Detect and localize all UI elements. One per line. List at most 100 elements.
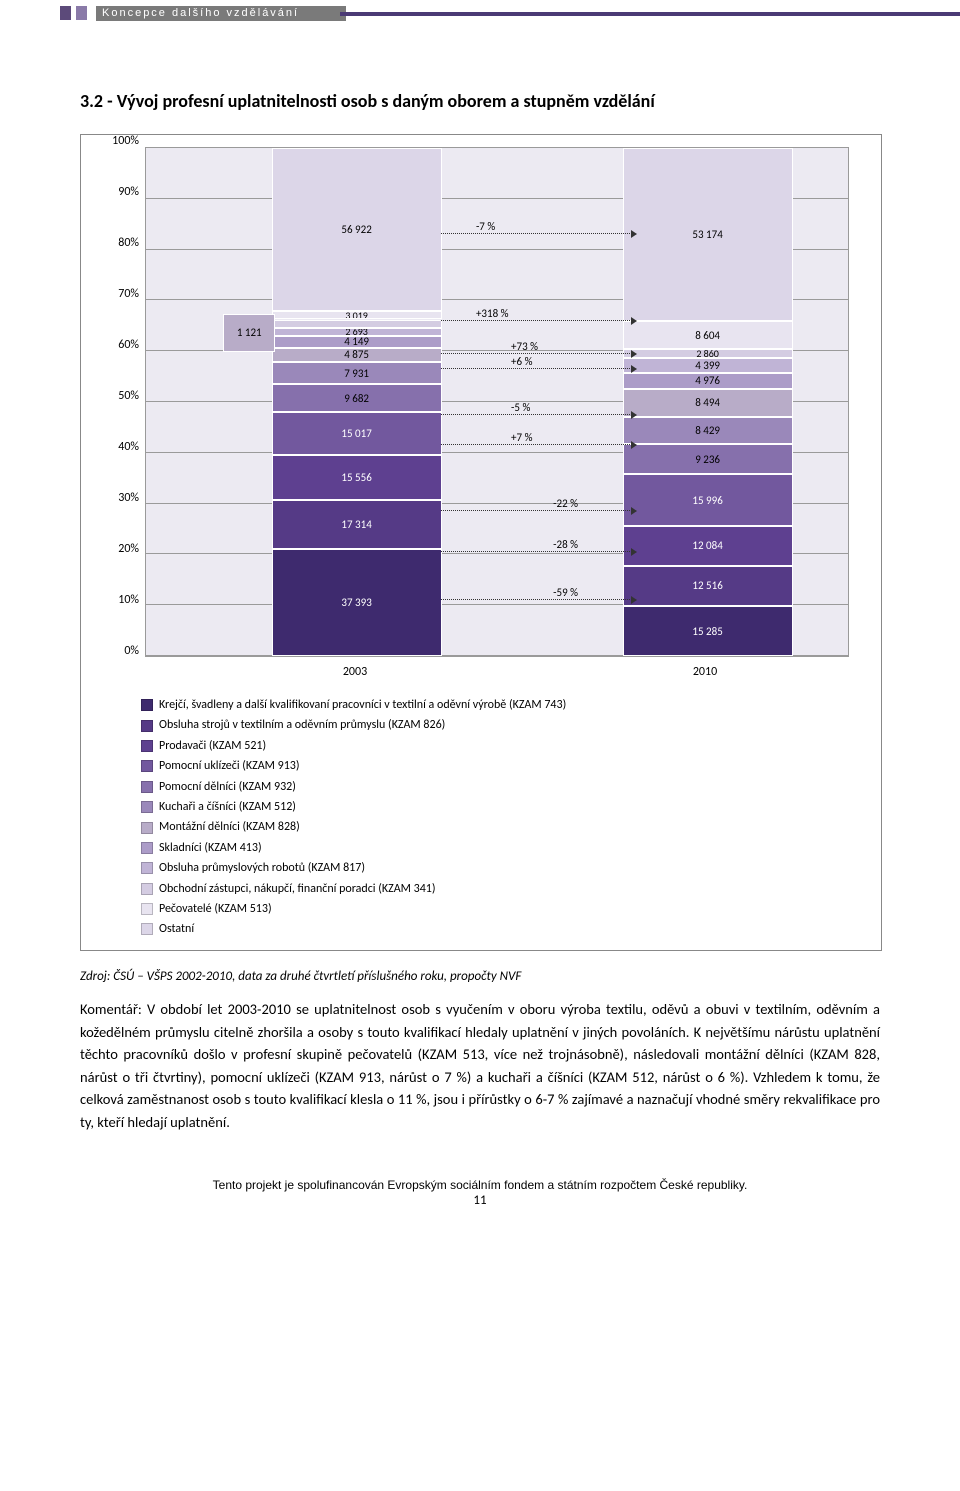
stacked-bar-2010: 15 28512 51612 08415 9969 2368 4298 4944… [623, 148, 793, 656]
flow-line [441, 368, 631, 369]
bar-segment: 37 393 [272, 549, 442, 656]
bar-segment: 4 875 [272, 348, 442, 362]
y-tick-label: 30% [95, 491, 139, 505]
flow-line [441, 320, 631, 321]
bar-segment: 53 174 [623, 148, 793, 321]
legend-swatch [141, 760, 153, 772]
legend-swatch [141, 822, 153, 834]
chart-container: 37 39317 31415 55615 0179 6827 9314 875 4… [80, 134, 882, 951]
flow-pct-label: +7 % [511, 431, 532, 444]
bar-segment: 9 236 [623, 444, 793, 474]
bar-segment: 15 285 [623, 606, 793, 656]
legend-item: Skladníci (KZAM 413) [141, 838, 871, 858]
legend-item: Pomocní uklízeči (KZAM 913) [141, 756, 871, 776]
y-tick-label: 100% [95, 134, 139, 148]
flow-pct-label: -7 % [476, 220, 495, 233]
plot-area: 37 39317 31415 55615 0179 6827 9314 875 4… [145, 147, 849, 657]
legend-label: Obsluha strojů v textilním a oděvním prů… [159, 715, 445, 735]
flow-arrow-icon [631, 507, 637, 515]
header-accent-square-2 [76, 6, 87, 20]
commentary-text: Komentář: V období let 2003-2010 se upla… [80, 998, 880, 1133]
flow-line [441, 233, 631, 234]
legend-item: Obsluha průmyslových robotů (KZAM 817) [141, 858, 871, 878]
legend-item: Obsluha strojů v textilním a oděvním prů… [141, 715, 871, 735]
flow-line [441, 414, 631, 415]
legend-swatch [141, 883, 153, 895]
bar-segment: 4 976 [623, 373, 793, 389]
bar-segment: 8 429 [623, 417, 793, 444]
bar-segment: 15 017 [272, 412, 442, 455]
legend-label: Krejčí, švadleny a další kvalifikovaní p… [159, 695, 566, 715]
y-tick-label: 80% [95, 236, 139, 250]
page-footer: Tento projekt je spolufinancován Evropsk… [0, 1178, 960, 1192]
flow-arrow-icon [631, 350, 637, 358]
bar-segment: 56 922 [272, 148, 442, 311]
bar-segment: 9 682 [272, 384, 442, 412]
legend-item: Pomocní dělníci (KZAM 932) [141, 777, 871, 797]
x-tick-label: 2010 [693, 665, 717, 679]
bar-segment: 17 314 [272, 500, 442, 550]
legend-item: Prodavači (KZAM 521) [141, 736, 871, 756]
legend-swatch [141, 740, 153, 752]
flow-arrow-icon [631, 596, 637, 604]
flow-line [441, 353, 631, 354]
legend-item: Obchodní zástupci, nákupčí, finanční por… [141, 879, 871, 899]
chart-plot: 37 39317 31415 55615 0179 6827 9314 875 4… [95, 147, 855, 687]
flow-line [441, 551, 631, 552]
flow-pct-label: -22 % [553, 497, 578, 510]
legend-label: Pomocní dělníci (KZAM 932) [159, 777, 296, 797]
legend-swatch [141, 903, 153, 915]
flow-pct-label: -59 % [553, 586, 578, 599]
bar-segment: 7 931 [272, 362, 442, 385]
bar-segment: 4 399 [623, 358, 793, 372]
bar-segment: 8 604 [623, 321, 793, 349]
legend-label: Prodavači (KZAM 521) [159, 736, 266, 756]
bar-segment: 3 019 [272, 311, 442, 320]
legend-item: Kuchaři a číšníci (KZAM 512) [141, 797, 871, 817]
x-tick-label: 2003 [343, 665, 367, 679]
flow-pct-label: +318 % [476, 307, 509, 320]
bar-segment: 2 693 [272, 328, 442, 336]
header-accent-square-1 [60, 6, 71, 20]
legend-swatch [141, 699, 153, 711]
legend-label: Skladníci (KZAM 413) [159, 838, 262, 858]
flow-line [441, 510, 631, 511]
flow-arrow-icon [631, 411, 637, 419]
flow-pct-label: +73 % [511, 340, 538, 353]
flow-pct-label: +6 % [511, 355, 532, 368]
bar-segment: 8 494 [623, 389, 793, 417]
legend-swatch [141, 781, 153, 793]
legend-item: Pečovatelé (KZAM 513) [141, 899, 871, 919]
legend-swatch [141, 720, 153, 732]
bar-segment: 15 556 [272, 455, 442, 500]
legend-label: Pomocní uklízeči (KZAM 913) [159, 756, 300, 776]
aux-bar-1121: 1 121 [223, 314, 275, 353]
bar-segment: 12 084 [623, 526, 793, 565]
chart-source: Zdroj: ČSÚ – VŠPS 2002-2010, data za dru… [80, 969, 880, 984]
flow-pct-label: -28 % [553, 538, 578, 551]
y-tick-label: 90% [95, 185, 139, 199]
legend-label: Kuchaři a číšníci (KZAM 512) [159, 797, 296, 817]
legend-label: Ostatní [159, 919, 194, 939]
legend-swatch [141, 801, 153, 813]
y-tick-label: 60% [95, 338, 139, 352]
legend-swatch [141, 842, 153, 854]
bar-segment: 2 860 [623, 349, 793, 358]
y-tick-label: 20% [95, 542, 139, 556]
bar-segment: 15 996 [623, 474, 793, 526]
page-number: 11 [0, 1193, 960, 1208]
legend-label: Montážní dělníci (KZAM 828) [159, 817, 300, 837]
y-tick-label: 50% [95, 389, 139, 403]
flow-arrow-icon [631, 548, 637, 556]
flow-arrow-icon [631, 365, 637, 373]
flow-arrow-icon [631, 230, 637, 238]
legend-item: Montážní dělníci (KZAM 828) [141, 817, 871, 837]
y-tick-label: 40% [95, 440, 139, 454]
flow-pct-label: -5 % [511, 401, 530, 414]
flow-arrow-icon [631, 441, 637, 449]
legend-item: Krejčí, švadleny a další kvalifikovaní p… [141, 695, 871, 715]
bar-segment: 12 516 [623, 566, 793, 607]
legend-swatch [141, 923, 153, 935]
flow-line [441, 599, 631, 600]
legend-label: Obchodní zástupci, nákupčí, finanční por… [159, 879, 436, 899]
